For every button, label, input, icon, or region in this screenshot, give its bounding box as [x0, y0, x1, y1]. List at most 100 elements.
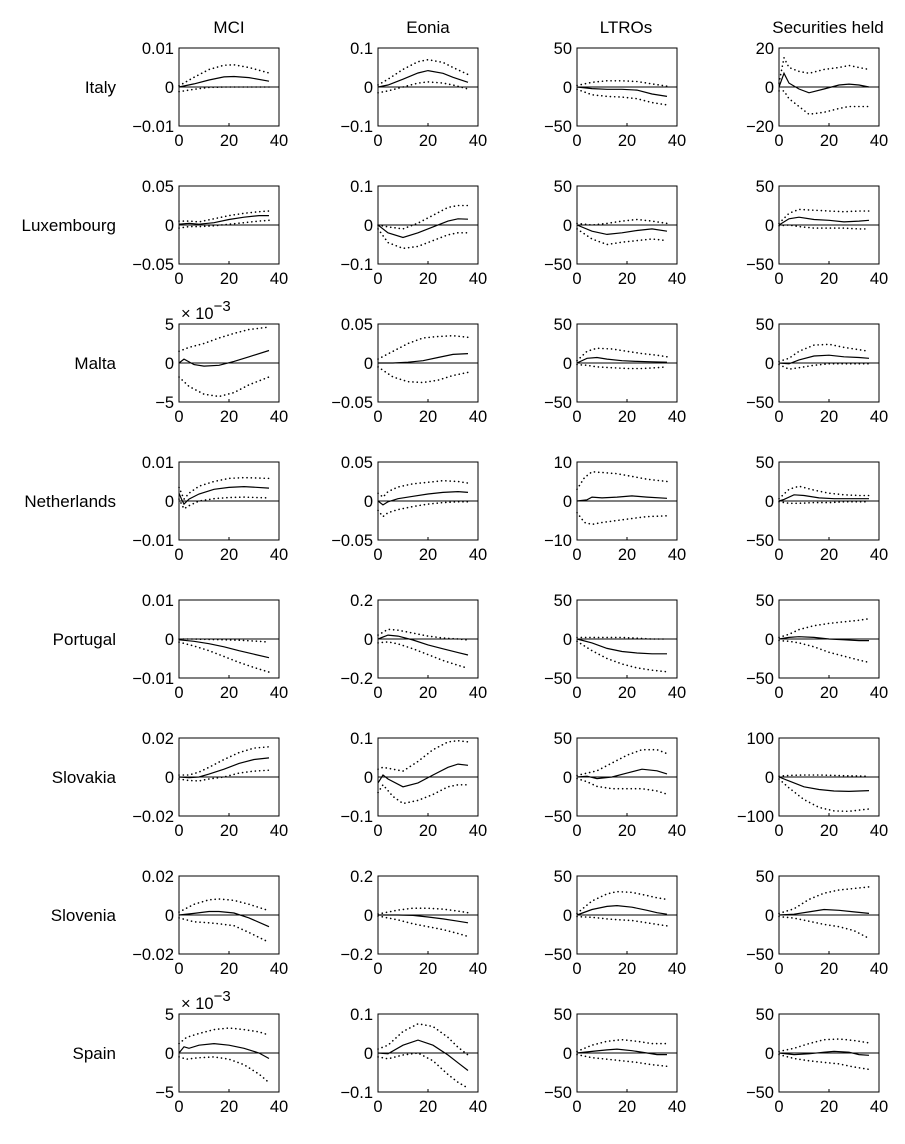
upper-band-line [778, 774, 870, 778]
lower-band-line [377, 500, 469, 518]
y-tick-label: 0 [165, 631, 174, 649]
lower-band-line [778, 778, 870, 813]
x-tick-label: 0 [174, 960, 183, 978]
y-tick-label: 0 [765, 1045, 774, 1063]
x-tick-label: 0 [774, 822, 783, 840]
y-tick-label: 0 [165, 355, 174, 373]
x-tick-label: 40 [469, 1098, 487, 1116]
upper-band-line [778, 485, 870, 500]
y-tick-label: 50 [554, 316, 572, 334]
y-tick-label: −0.01 [132, 670, 174, 688]
x-tick-label: 40 [870, 822, 888, 840]
x-tick-label: 40 [668, 546, 686, 564]
y-tick-label: 0.01 [142, 592, 174, 610]
impulse-response-line [576, 768, 668, 780]
y-tick-label: 50 [756, 454, 774, 472]
y-tick-label: 50 [756, 1006, 774, 1024]
column-title-eonia: Eonia [406, 18, 450, 37]
x-tick-label: 20 [419, 408, 437, 426]
y-tick-label: 0 [765, 907, 774, 925]
lower-band-line [576, 363, 668, 370]
x-tick-label: 40 [870, 1098, 888, 1116]
x-tick-label: 20 [618, 132, 636, 150]
y-tick-label: 0 [165, 79, 174, 97]
y-tick-label: 5 [165, 316, 174, 334]
y-tick-label: 50 [756, 592, 774, 610]
x-tick-label: 20 [220, 960, 238, 978]
upper-band-line [778, 1038, 870, 1053]
y-tick-label: 0 [364, 79, 373, 97]
y-tick-label: −100 [737, 808, 774, 826]
impulse-response-line [778, 216, 870, 226]
x-tick-label: 0 [373, 408, 382, 426]
x-tick-label: 0 [572, 960, 581, 978]
lower-band-line [576, 228, 668, 246]
impulse-response-line [178, 1042, 270, 1060]
impulse-response-line [576, 356, 668, 364]
x-tick-label: 20 [419, 684, 437, 702]
x-tick-label: 0 [774, 960, 783, 978]
lower-band-line [576, 915, 668, 927]
lower-band-line [377, 1052, 469, 1089]
impulse-response-line [178, 349, 270, 367]
impulse-response-line [377, 634, 469, 656]
lower-band-line [377, 366, 469, 384]
row-label-slovakia: Slovakia [52, 768, 117, 787]
y-tick-label: 0 [563, 631, 572, 649]
x-tick-label: 20 [419, 960, 437, 978]
y-tick-label: 0 [765, 631, 774, 649]
upper-band-line [178, 326, 270, 353]
y-tick-label: −50 [544, 256, 572, 274]
x-tick-label: 0 [373, 960, 382, 978]
x-tick-label: 40 [668, 960, 686, 978]
y-tick-label: 0 [765, 355, 774, 373]
y-tick-label: 0.1 [350, 178, 373, 196]
x-tick-label: 0 [572, 822, 581, 840]
x-tick-label: 0 [774, 408, 783, 426]
impulse-response-line [178, 639, 270, 659]
y-tick-label: −5 [155, 1084, 174, 1102]
upper-band-line [377, 739, 469, 772]
x-tick-label: 0 [572, 1098, 581, 1116]
x-tick-label: 0 [174, 546, 183, 564]
y-tick-label: −0.1 [340, 808, 373, 826]
lower-band-line [778, 639, 870, 664]
x-tick-label: 40 [870, 960, 888, 978]
y-tick-label: 0.05 [341, 316, 373, 334]
x-tick-label: 20 [618, 270, 636, 288]
panel-slovakia-eonia: −0.100.10 20 40 [340, 730, 487, 840]
y-tick-label: −0.02 [132, 946, 174, 964]
y-tick-label: 0 [364, 907, 373, 925]
y-tick-label: 100 [746, 730, 774, 748]
impulse-response-line [377, 218, 469, 239]
y-tick-label: 10 [554, 454, 572, 472]
panel-spain-eonia: −0.100.10 20 40 [340, 1006, 487, 1116]
y-tick-label: −50 [544, 1084, 572, 1102]
y-tick-label: −5 [155, 394, 174, 412]
y-tick-label: 0.02 [142, 730, 174, 748]
x-tick-label: 20 [220, 408, 238, 426]
lower-band-line [377, 915, 469, 938]
x-tick-label: 0 [774, 132, 783, 150]
upper-band-line [576, 218, 668, 226]
y-tick-label: 0 [765, 79, 774, 97]
lower-band-line [778, 224, 870, 230]
y-tick-label: 50 [756, 868, 774, 886]
x-tick-label: 20 [220, 132, 238, 150]
x-tick-label: 40 [270, 822, 288, 840]
y-tick-label: −0.1 [340, 1084, 373, 1102]
lower-band-line [576, 1053, 668, 1068]
panel-italy-eonia: −0.100.10 20 40 [340, 40, 487, 150]
